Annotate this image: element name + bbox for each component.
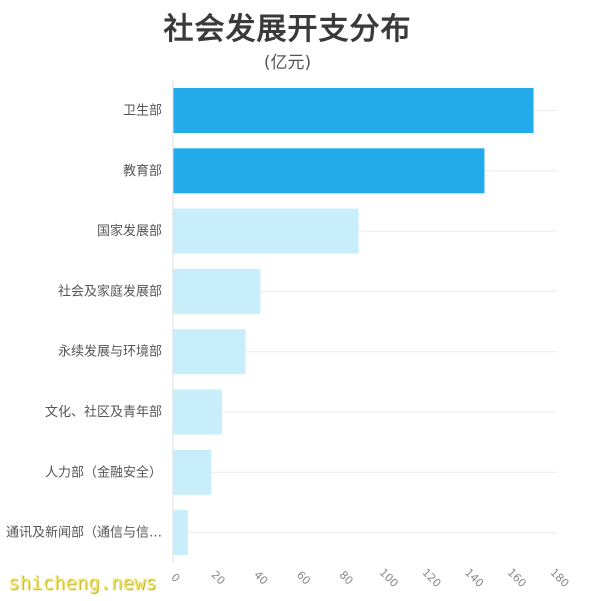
category-label: 国家发展部 [97,223,162,239]
category-label: 卫生部 [123,104,162,119]
category-label: 通讯及新闻部（通信与信… [6,525,162,541]
category-label: 人力部（金融安全） [45,464,162,480]
x-tick-label: 20 [209,568,228,587]
x-tick-labels: 0 20 40 60 80 100 120 140 160 180 [168,566,571,590]
bar [173,148,485,194]
bar [173,449,212,495]
x-tick-label: 120 [419,566,443,590]
x-tick-label: 0 [168,571,182,585]
bar [173,208,359,254]
x-tick-label: 180 [547,566,571,590]
bar [173,510,188,556]
category-label: 社会及家庭发展部 [58,283,162,299]
bar [173,389,223,435]
x-tick-label: 80 [337,568,356,587]
x-tick-label: 140 [462,566,486,590]
bar [173,268,261,314]
watermark: shicheng.news [8,572,157,594]
bar [173,88,534,133]
x-tick-label: 60 [294,568,313,587]
x-tick-label: 100 [377,566,401,590]
category-labels: 卫生部教育部国家发展部社会及家庭发展部永续发展与环境部文化、社区及青年部人力部（… [6,104,162,541]
chart-title: 社会发展开支分布 [163,12,412,47]
bars [173,88,534,556]
x-tick-label: 160 [505,566,529,590]
chart-subtitle: (亿元) [263,53,312,73]
category-label: 永续发展与环境部 [58,344,162,360]
category-label: 文化、社区及青年部 [45,404,162,420]
category-label: 教育部 [123,163,162,179]
bar [173,329,246,375]
x-tick-label: 40 [251,568,270,587]
